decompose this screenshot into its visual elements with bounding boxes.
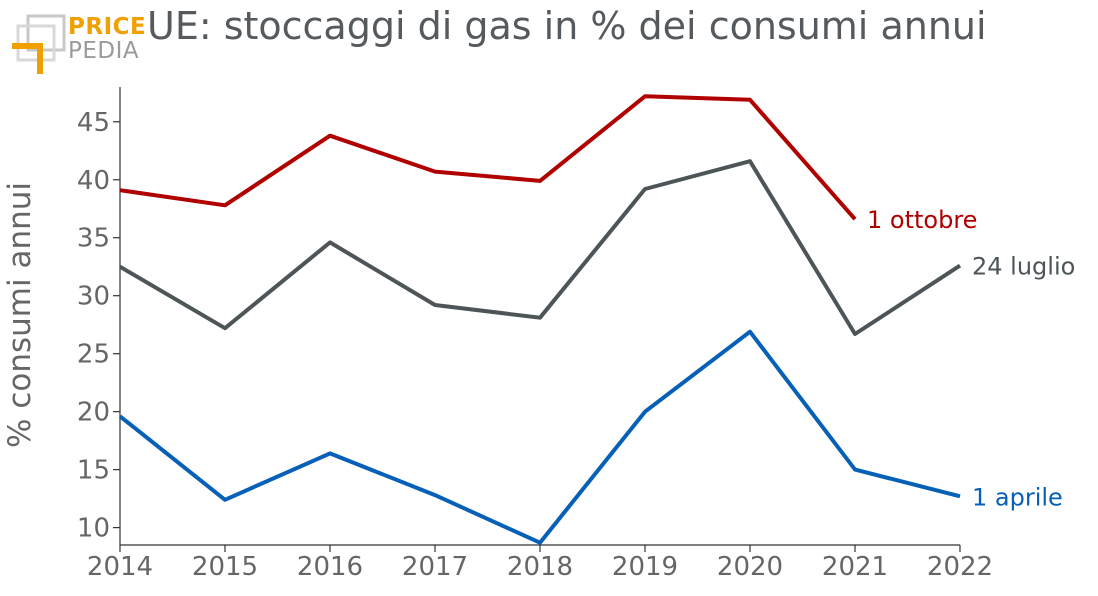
logo-mark-icon	[12, 14, 66, 74]
series-line-1-aprile	[118, 329, 961, 545]
logo-text-pedia: PEDIA	[68, 38, 140, 64]
y-tick-label: 40	[77, 166, 110, 196]
y-tick-label: 15	[77, 456, 110, 486]
x-tick-label: 2018	[507, 552, 573, 582]
chart-title: UE: stoccaggi di gas in % dei consumi an…	[147, 4, 987, 48]
x-tick-label: 2021	[822, 552, 888, 582]
x-tick-label: 2014	[87, 552, 153, 582]
series-line-24-luglio	[118, 159, 962, 336]
x-axis: 2014 2015 2016 2017 2018 2019 2020 2021 2022	[87, 544, 993, 582]
series-label-24-luglio: 24 luglio	[972, 253, 1075, 281]
x-tick-label: 2017	[402, 552, 468, 582]
y-tick-label: 30	[77, 282, 110, 312]
y-tick-label: 35	[77, 224, 110, 254]
x-tick-label: 2015	[192, 552, 258, 582]
x-tick-label: 2019	[612, 552, 678, 582]
series-line-1-ottobre	[119, 94, 857, 221]
x-tick-label: 2020	[717, 552, 783, 582]
y-tick-label: 10	[77, 514, 110, 544]
logo-text-price: PRICE	[68, 14, 147, 40]
x-tick-label: 2016	[297, 552, 363, 582]
y-tick-label: 20	[77, 398, 110, 428]
y-tick-label: 25	[77, 340, 110, 370]
y-tick-label: 45	[77, 108, 110, 138]
y-axis: 10 15 20 25 30 35 40 45	[77, 87, 121, 545]
series-label-1-ottobre: 1 ottobre	[867, 206, 977, 234]
x-tick-label: 2022	[927, 552, 993, 582]
y-axis-title: % consumi annui	[2, 182, 38, 448]
series-group: 1 ottobre 24 luglio 1 aprile	[118, 94, 1075, 545]
pricepedia-logo: PRICE PEDIA	[8, 10, 147, 80]
series-label-1-aprile: 1 aprile	[972, 483, 1063, 511]
